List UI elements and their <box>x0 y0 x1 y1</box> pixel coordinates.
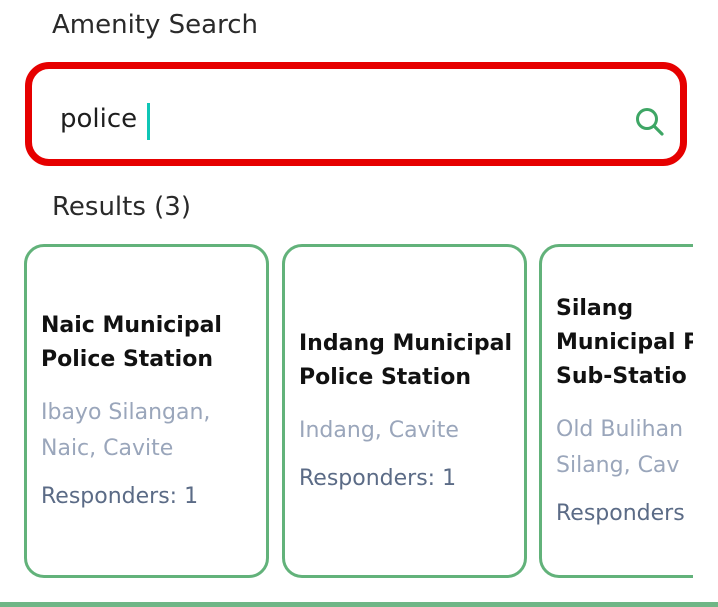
card-responders: Responders: 1 <box>299 465 457 491</box>
card-name: Indang Municipal Police Station <box>299 330 512 390</box>
search-input[interactable] <box>60 99 580 139</box>
card-name-line: Sub-Statio <box>556 363 687 389</box>
card-address-line: Silang, Cav <box>556 452 680 478</box>
card-address-line: Old Bulihan <box>556 416 684 442</box>
search-box[interactable] <box>25 62 687 166</box>
card-address: Ibayo Silangan, Naic, Cavite <box>41 399 211 461</box>
text-caret <box>147 103 150 140</box>
result-card[interactable]: Silang Municipal P Sub-Statio Old Buliha… <box>539 244 693 578</box>
search-icon[interactable] <box>632 104 668 140</box>
card-name-line: Municipal P <box>556 329 693 355</box>
card-address: Old Bulihan Silang, Cav <box>556 412 693 484</box>
card-name: Silang Municipal P Sub-Statio <box>556 292 693 394</box>
results-count-label: Results (3) <box>52 192 191 222</box>
card-responders: Responders: 1 <box>41 483 199 509</box>
amenity-search-title: Amenity Search <box>52 10 258 40</box>
result-card[interactable]: Naic Municipal Police Station Ibayo Sila… <box>24 244 269 578</box>
results-carousel[interactable]: Naic Municipal Police Station Ibayo Sila… <box>24 244 693 580</box>
result-card[interactable]: Indang Municipal Police Station Indang, … <box>282 244 527 578</box>
bottom-divider <box>0 602 718 607</box>
card-name: Naic Municipal Police Station <box>41 312 222 372</box>
card-responders: Responders <box>556 500 685 526</box>
card-address: Indang, Cavite <box>299 417 459 443</box>
card-name-line: Silang <box>556 295 634 321</box>
